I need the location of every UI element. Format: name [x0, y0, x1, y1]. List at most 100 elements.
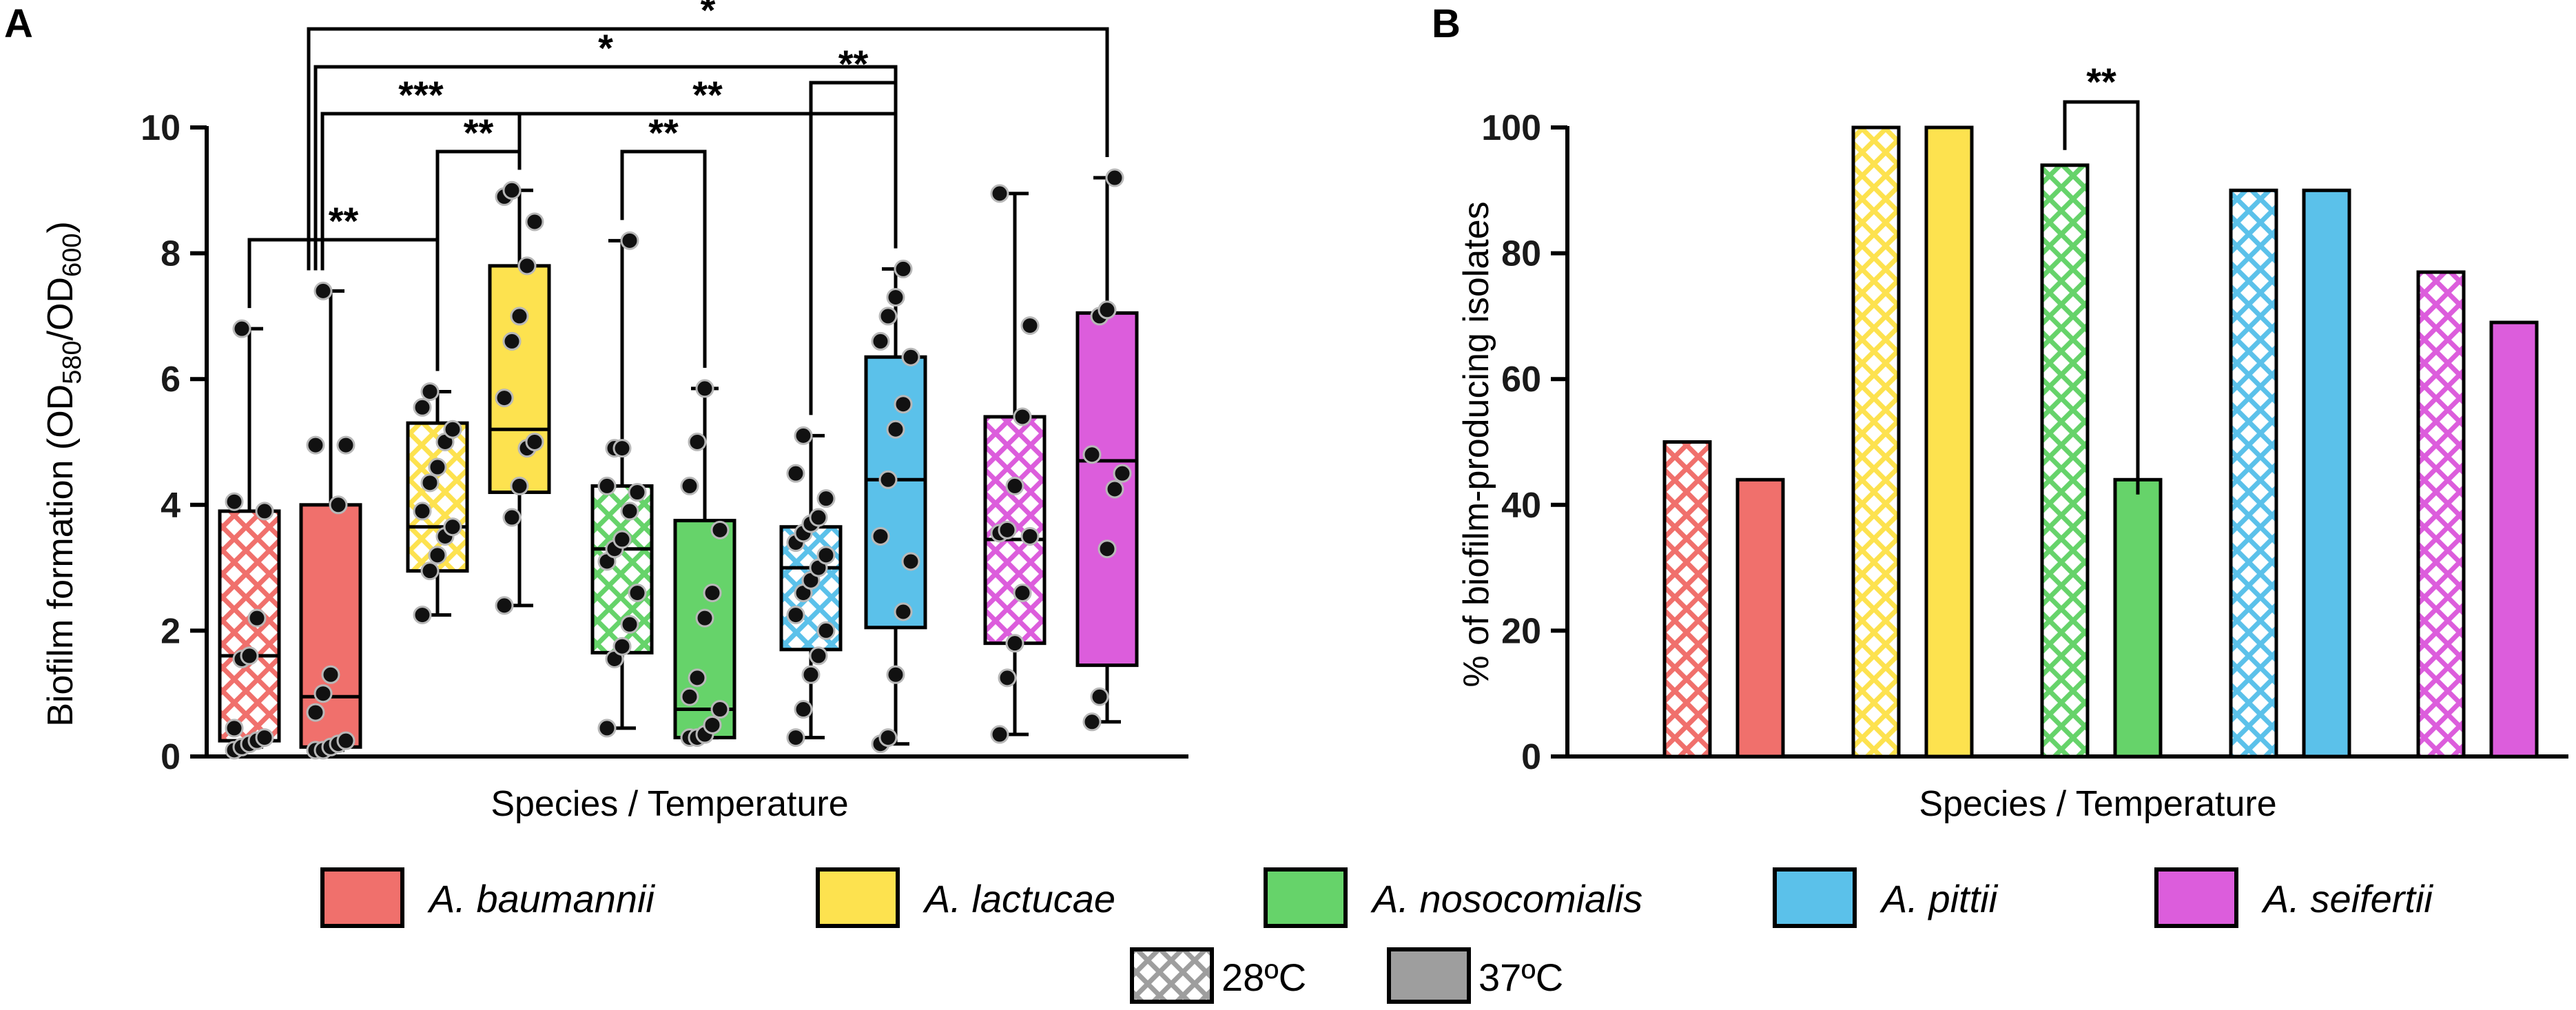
data-point — [612, 530, 632, 549]
box-nosocomialis-37c — [673, 379, 736, 748]
bar-nosocomialis-37c — [2113, 477, 2163, 759]
data-point — [336, 435, 356, 455]
panel-a-y-tick-label: 6 — [161, 360, 181, 400]
data-point — [990, 184, 1009, 203]
significance-bracket: * — [313, 26, 898, 271]
data-point — [495, 596, 514, 615]
data-point — [901, 552, 920, 571]
significance-line — [620, 150, 707, 368]
data-point — [801, 665, 821, 684]
data-point — [794, 700, 813, 719]
panel-a-y-tick-label: 0 — [161, 737, 181, 777]
significance-line — [2063, 100, 2140, 495]
data-point — [816, 621, 836, 640]
panel-a-y-tick-label: 8 — [161, 234, 181, 274]
data-point — [232, 319, 251, 338]
data-point — [894, 395, 913, 414]
panel-a-x-axis-title: Species / Temperature — [491, 784, 848, 824]
data-point — [495, 389, 514, 408]
data-point — [878, 470, 898, 489]
bar-lactucae-37c — [1924, 125, 1974, 759]
data-point — [710, 700, 730, 719]
data-point — [809, 646, 828, 666]
legend-item-pittii: A. pittii — [1773, 867, 1999, 928]
data-point — [502, 508, 522, 527]
boxplot-panel-a: Biofilm formation (OD580/OD600) Species … — [41, 0, 1188, 824]
data-point — [306, 703, 325, 722]
legend-label: 28ºC — [1222, 956, 1306, 999]
data-point — [443, 517, 462, 537]
panel-b-y-axis-title: % of biofilm-producing isolates — [1456, 201, 1496, 687]
data-point — [255, 502, 274, 521]
bar-seifertii-37c — [2489, 320, 2539, 759]
legend-item-28c: 28ºC — [1130, 947, 1306, 1004]
significance-line — [517, 112, 898, 249]
data-point — [886, 288, 905, 307]
panel-b-x-axis-title: Species / Temperature — [1919, 784, 2276, 824]
bar-lactucae-28c — [1851, 125, 1901, 759]
significance-label: ** — [648, 111, 679, 154]
bar-panel-b: % of biofilm-producing isolates Species … — [1456, 60, 2568, 824]
data-point — [786, 464, 805, 483]
panel-b-letter: B — [1432, 1, 1461, 46]
data-point — [510, 476, 529, 495]
legend-item-37c: 37ºC — [1387, 947, 1563, 1004]
data-point — [703, 715, 722, 734]
data-point — [894, 602, 913, 621]
data-point — [620, 615, 639, 634]
bar-baumannii-28c — [1662, 440, 1712, 759]
data-point — [1082, 445, 1102, 464]
significance-label: ** — [692, 73, 723, 116]
bar-nosocomialis-28c — [2040, 163, 2090, 759]
data-point — [225, 719, 244, 738]
legend-swatch — [816, 867, 900, 928]
box-iqr — [488, 264, 551, 495]
data-point — [816, 489, 836, 508]
data-point — [894, 259, 913, 278]
box-lactucae-37c — [488, 181, 551, 615]
significance-bracket: ** — [2063, 60, 2140, 495]
data-point — [247, 608, 267, 628]
data-point — [901, 347, 920, 367]
legend-swatch — [1130, 947, 1214, 1004]
data-point — [1013, 584, 1032, 603]
data-point — [612, 439, 632, 458]
data-point — [443, 420, 462, 439]
data-point — [1098, 539, 1117, 559]
data-point — [695, 379, 714, 398]
box-pittii-28c — [779, 426, 843, 748]
data-point — [321, 665, 340, 684]
data-point — [680, 476, 699, 495]
legend-label: A. lactucae — [923, 877, 1115, 920]
box-nosocomialis-28c — [590, 231, 654, 738]
data-point — [998, 520, 1017, 539]
significance-label: * — [598, 26, 613, 70]
box-pittii-37c — [864, 259, 927, 754]
legend-item-baumannii: A. baumannii — [320, 867, 655, 928]
legend-swatch — [1264, 867, 1348, 928]
data-point — [809, 508, 828, 527]
box-baumannii-37c — [299, 281, 362, 760]
data-point — [413, 398, 432, 417]
legend: A. baumannii A. lactucae A. nosocomialis A.… — [320, 867, 2433, 1004]
bar-pittii-37c — [2302, 188, 2351, 759]
data-point — [306, 435, 325, 455]
bar-baumannii-37c — [1735, 477, 1785, 759]
data-point — [413, 502, 432, 521]
panel-b-y-tick-label: 0 — [1521, 737, 1541, 777]
significance-label: ** — [329, 199, 359, 243]
data-point — [990, 725, 1009, 744]
box-baumannii-28c — [218, 319, 281, 760]
legend-swatch — [320, 867, 404, 928]
box-seifertii-28c — [983, 184, 1047, 744]
significance-bracket: ** — [620, 111, 707, 368]
data-point — [428, 546, 447, 565]
significance-bracket: ** — [517, 73, 898, 249]
panel-a-letter: A — [4, 1, 33, 46]
data-point — [329, 495, 348, 515]
data-point — [886, 665, 905, 684]
data-point — [1020, 526, 1040, 546]
data-point — [688, 668, 707, 688]
panel-a-y-tick-label: 2 — [161, 611, 181, 651]
data-point — [1082, 712, 1102, 732]
